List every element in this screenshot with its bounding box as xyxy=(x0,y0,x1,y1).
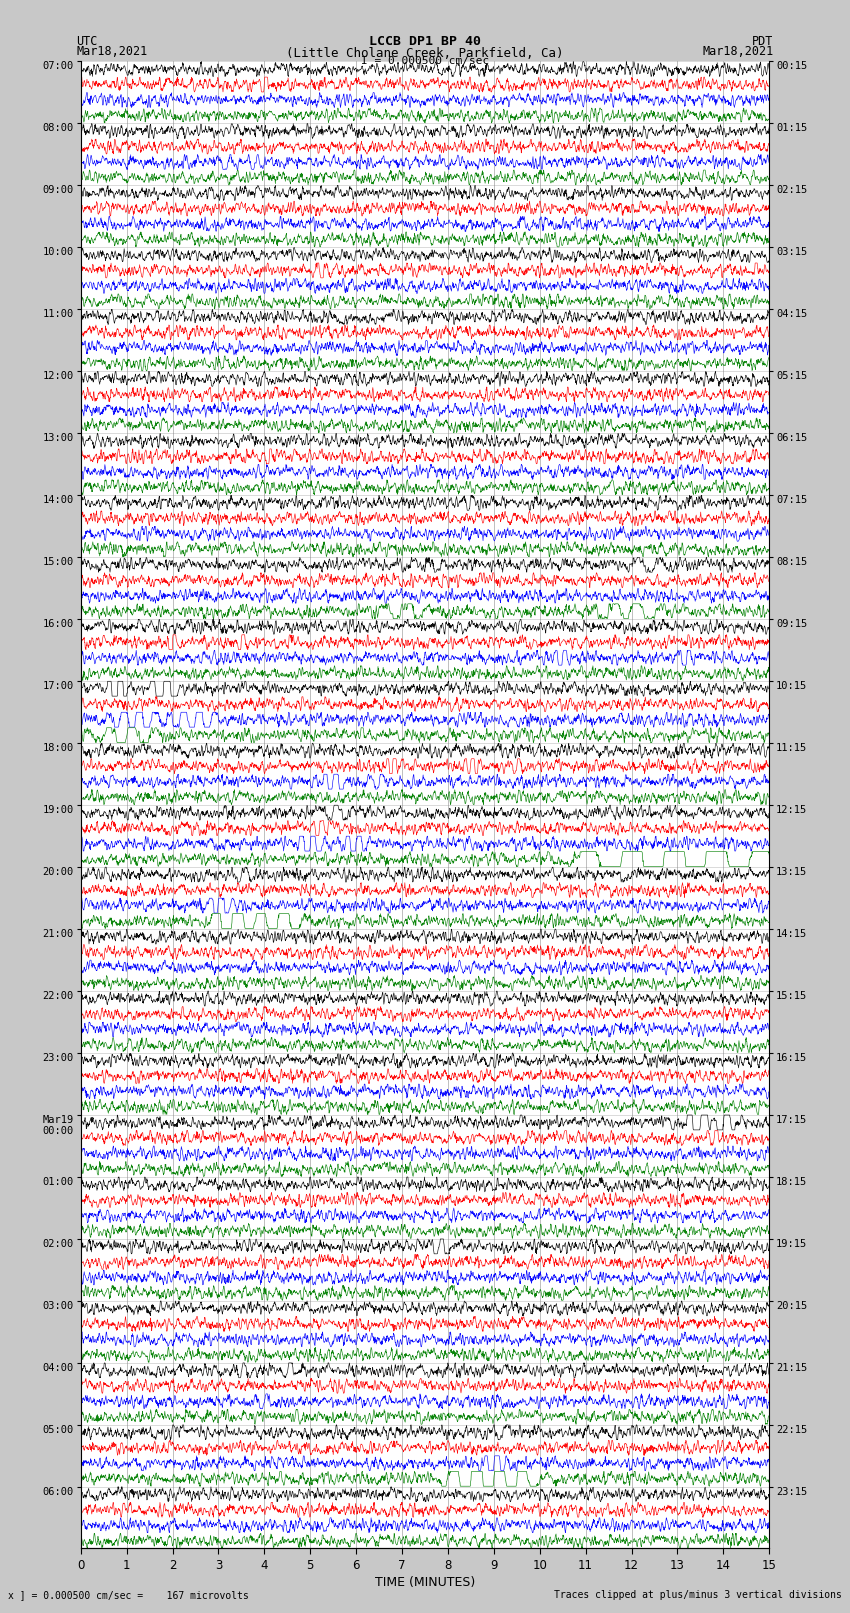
Text: I = 0.000500 cm/sec: I = 0.000500 cm/sec xyxy=(361,56,489,66)
Text: (Little Cholane Creek, Parkfield, Ca): (Little Cholane Creek, Parkfield, Ca) xyxy=(286,47,564,60)
Text: x ] = 0.000500 cm/sec =    167 microvolts: x ] = 0.000500 cm/sec = 167 microvolts xyxy=(8,1590,249,1600)
Text: LCCB DP1 BP 40: LCCB DP1 BP 40 xyxy=(369,35,481,48)
Text: PDT: PDT xyxy=(752,35,774,48)
X-axis label: TIME (MINUTES): TIME (MINUTES) xyxy=(375,1576,475,1589)
Text: Mar18,2021: Mar18,2021 xyxy=(76,45,148,58)
Text: Mar18,2021: Mar18,2021 xyxy=(702,45,774,58)
Text: UTC: UTC xyxy=(76,35,98,48)
Text: Traces clipped at plus/minus 3 vertical divisions: Traces clipped at plus/minus 3 vertical … xyxy=(553,1590,842,1600)
